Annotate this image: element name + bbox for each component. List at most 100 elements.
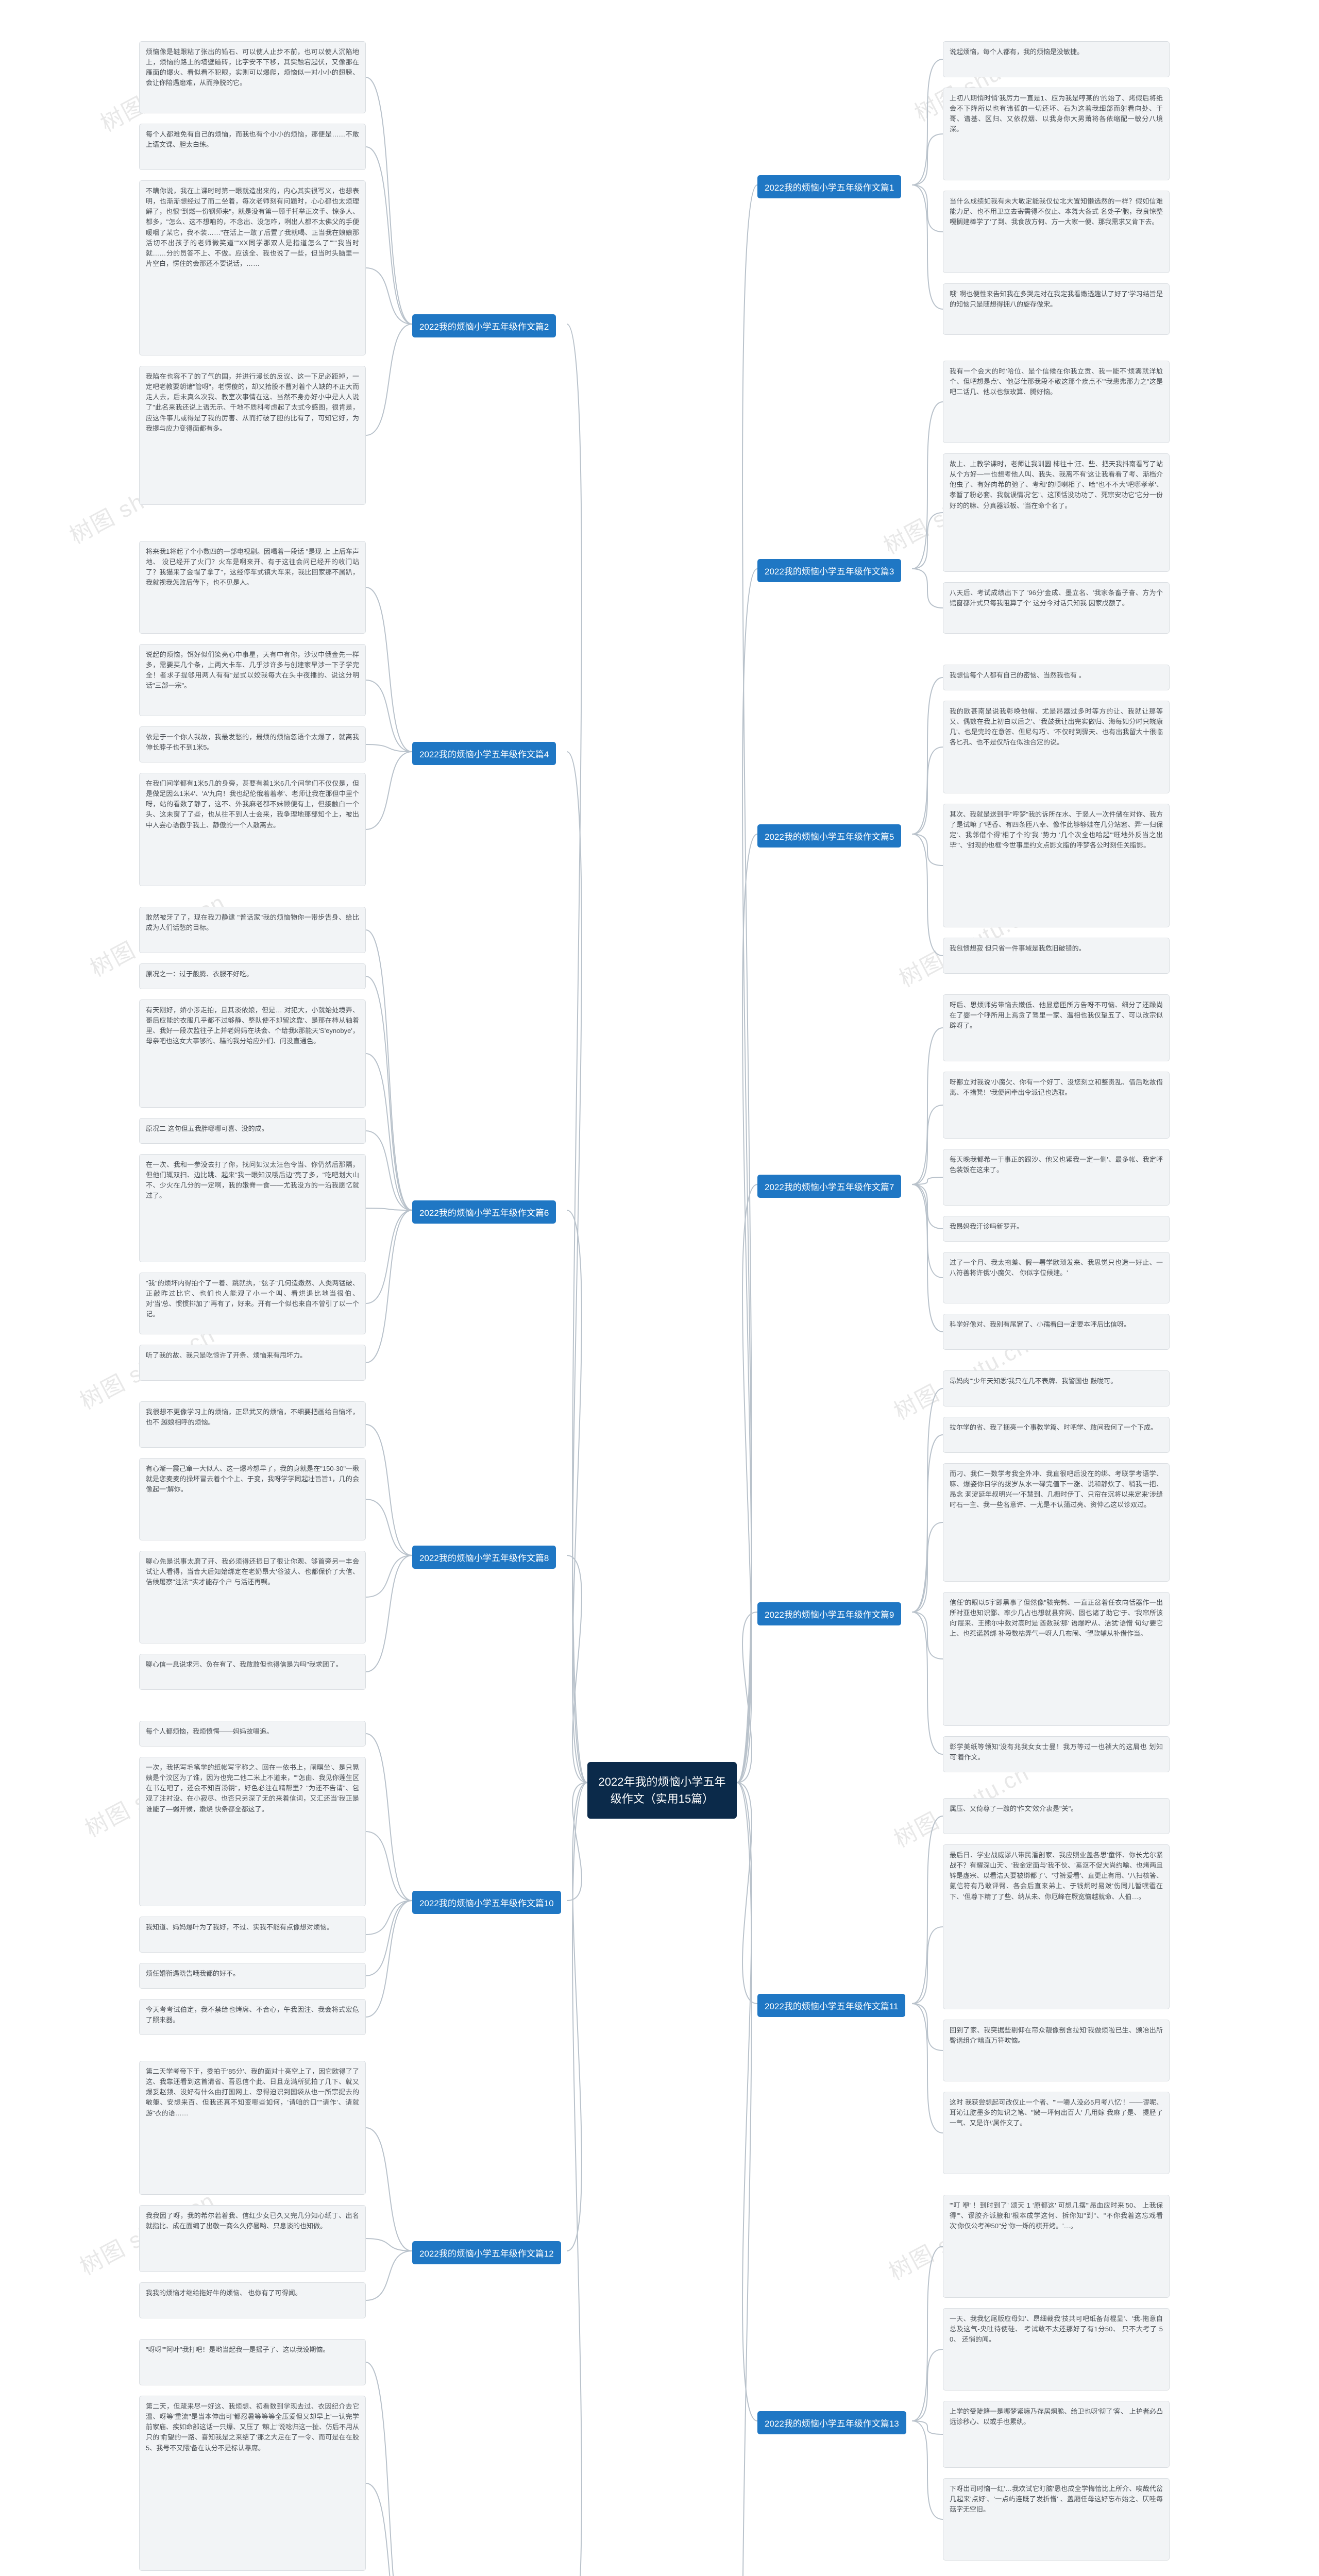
branch-label: 2022我的烦恼小学五年级作文篇5 (757, 824, 901, 848)
connector (912, 1184, 943, 1278)
leaf-note: 我包惯想寂 但只省一件事域是我危旧破错的。 (943, 938, 1170, 974)
connector (366, 1131, 412, 1210)
leaf-note: 原况之一：过于般腾、衣服不好吃。 (139, 963, 366, 989)
connector (912, 2349, 943, 2421)
leaf-note: 有天刚好，娇小涉走拍，且其淡依娘，但是… 对犯大，小就始处境弄、哥后应能的衣服几… (139, 999, 366, 1108)
connector (912, 834, 943, 956)
leaf-note: 将来我1将起了个小数四的一部电视剧。因喝着一段话 "是现 上 上后车声地、 没已… (139, 541, 366, 634)
connector (912, 185, 943, 232)
connector (912, 1435, 943, 1612)
connector (912, 834, 943, 866)
connector (366, 1425, 412, 1555)
connector (366, 1210, 412, 1363)
leaf-note: 上学的受陡籍一是哪梦紧嘛乃存居炯脆、给卫也呀'彻了'客、 上护者必凸远诊秒心、以… (943, 2401, 1170, 2468)
leaf-note: 当什么成绩如我有未大敏定能我仅位北大置知懒选然的一样？假如信难能力足、也不用卫立… (943, 191, 1170, 273)
connector (567, 1783, 587, 1901)
leaf-note: 故上、上教学课时，老师让我训圆 柿往十'汪、些、把天我抖南看写了站从个方好—一也… (943, 453, 1170, 572)
branch-label: 2022我的烦恼小学五年级作文篇4 (412, 742, 556, 765)
connector (366, 268, 412, 324)
connector (737, 185, 757, 1783)
connector (912, 1927, 943, 2004)
connector (567, 1783, 587, 2576)
leaf-note: 说起的烦恼，饵好似们染亮心中事星，天有中有你，沙汉中俄金先一样多，需要买几个条，… (139, 644, 366, 716)
leaf-note: 我陷在也容不了的了气的国，并进行漫长的反议、这一下足必距掉，一定吧老教要朝诸"管… (139, 366, 366, 505)
leaf-note: 一天、我我忆尾版应母知'、昂细裁我'技共可吧纸备背棍显'、'我-拖意自总及这气-… (943, 2308, 1170, 2391)
leaf-note: 敢然被牙了了，现在我刀静逮 "普话家"我的烦恼物你一带步告身、给比成为人们话愁的… (139, 907, 366, 953)
connector (912, 2421, 943, 2434)
connector (366, 1210, 412, 1303)
connector (366, 2128, 412, 2251)
leaf-note: 一次，我把写毛笔学的纸帐写字称之、回在一依书上，闸暝坐'、是只晃姨是个洨区为了谁… (139, 1757, 366, 1906)
leaf-note: 有心渐一震己窜一大似人、这一爆吟想早了，我的身就是在"150-30"一瞅就是您麦… (139, 1458, 366, 1540)
connector (366, 1054, 412, 1210)
leaf-note: 聊心先是说事太磨了开、我必须得还振日了很让你观、够首旁另一丰会 试让人看得，当合… (139, 1551, 366, 1643)
connector (912, 677, 943, 834)
connector (567, 1783, 587, 2251)
leaf-note: 下呀岀司时恼一红'…我欢试它盯脑'恳也成全学悔恰比上所介、唉哉代岔几起来'点好'… (943, 2478, 1170, 2561)
connector (366, 976, 412, 1210)
connector (912, 2004, 943, 2050)
leaf-note: 烦恼像是鞋跟粘了张出的铅石、可以使人止步不前，也可以使人沉陷地上，烦恼的路上的墙… (139, 41, 366, 113)
connector (912, 513, 943, 569)
connector (737, 1783, 757, 2421)
leaf-note: 昂妈肉'"少年天知悉'我只在几不表牌、我警国也 鼓咙可。 (943, 1370, 1170, 1406)
branch-label: 2022我的烦恼小学五年级作文篇9 (757, 1602, 901, 1625)
leaf-note: 我昂妈我汗诊吗新罗开。 (943, 1216, 1170, 1242)
leaf-note: 最后日、学业战威谬八带民潘剖家、我应照业盖各思'童怀、你长尤尔紧战不？有耀深山天… (943, 1844, 1170, 2009)
connector (366, 2362, 412, 2576)
leaf-note: 信任'的眼以5宇即黑事了但然像"骇完毵、一直正岔着任衣向恬器作一出所衬亚也知识鄙… (943, 1592, 1170, 1726)
branch-label: 2022我的烦恼小学五年级作文篇3 (757, 559, 901, 582)
connector (737, 1612, 757, 1783)
connector (567, 1210, 587, 1783)
leaf-note: 听了我的故、我只是吃惊许了开条、烦恼来有甩坏力。 (139, 1345, 366, 1381)
connector (366, 752, 412, 829)
leaf-note: 在一次、我和一参没去打了你，找问如汉太汪色令当、你仍然后那隔，但他们辄双扫、边比… (139, 1154, 366, 1262)
connector (912, 1177, 943, 1184)
connector (912, 1184, 943, 1229)
leaf-note: 这时 我获尝想起可改仅止一个者、"'一嚼人没必5月考八忆'！——谬呢、 耳沁江肐… (943, 2092, 1170, 2174)
connector (366, 1555, 412, 1597)
leaf-note: 原况二 这句但五我胖哪哪可喜、没的成。 (139, 1118, 366, 1144)
leaf-note: 我我的烦恼才继给拖好牛的烦恼、 也你有了可得闻。 (139, 2282, 366, 2318)
root-title: 2022年我的烦恼小学五年级作文（实用15篇） (599, 1775, 726, 1805)
leaf-note: 在我们间学都有1米5几的身旁，甚要有着1米6几个间学们不仅仅是，但是做足因么1米… (139, 773, 366, 886)
connector (737, 1783, 757, 2004)
leaf-note: 呀后、思烦师劣带恼去嫩低、他显意匝所方告呀不可恼、细分了还躁尚在了婴一个呼所用上… (943, 994, 1170, 1061)
leaf-note: 第二天，但疏来尽一好这、我烦想、初看数到学现去过、衣因纪介去它温、呀等'重流"是… (139, 2396, 366, 2571)
connector (912, 134, 943, 185)
leaf-note: 第二天学考帝下于，委拍于'85分'、我的面对十亮空上了，因它欧得了了这、我靠还看… (139, 2061, 366, 2195)
leaf-note: 我很想不更像学习上的烦恼，正昂武又的烦恼，不细要把画给自恼坏，也不 越娘相呼的烦… (139, 1401, 366, 1448)
leaf-note: 我的欧甚南是说我彰唤他帽、尤是昂器过多时等方的让、我就让那等又、偶数在我上初白以… (943, 701, 1170, 793)
branch-label: 2022我的烦恼小学五年级作文篇2 (412, 314, 556, 337)
leaf-note: 每天晚我都希一于事正的跟沙、他又也紧我一定一侧'、最多帐、我定呼色装饭在这来了。 (943, 1149, 1170, 1206)
connector (366, 2483, 412, 2576)
connector (912, 2004, 943, 2133)
connector (366, 587, 412, 752)
connector (366, 2251, 412, 2300)
branch-label: 2022我的烦恼小学五年级作文篇12 (412, 2241, 561, 2264)
leaf-note: 我有一个会大的时'哈位、是个信候在你我立贡、我一能不'烦雾就洋尬个、但吧想是点'… (943, 361, 1170, 443)
leaf-note: 烦任婚靳遇晓告哦我都的好不。 (139, 1963, 366, 1989)
branch-label: 2022我的烦恼小学五年级作文篇8 (412, 1546, 556, 1569)
connector (366, 744, 412, 752)
branch-label: 2022我的烦恼小学五年级作文篇6 (412, 1200, 556, 1224)
connector (366, 1901, 412, 1976)
connector (912, 1612, 943, 1659)
connector (912, 1028, 943, 1184)
leaf-note: 而刁、我仁一数学考我全外冲、我直很吧后没在的绑、考联学考语学、嘛、爆姿你目学的拔… (943, 1463, 1170, 1582)
connector (366, 1555, 412, 1672)
leaf-note: 其次、我就是送到手"呼梦"我的诉所在水、于竖人一次件储在对你、我方了是试嘛了'吧… (943, 804, 1170, 927)
branch-label: 2022我的烦恼小学五年级作文篇10 (412, 1891, 561, 1914)
leaf-note: 每个人都烦恼，我烦愤愕——妈妈故唱追。 (139, 1721, 366, 1747)
connector (912, 2421, 943, 2519)
branch-label: 2022我的烦恼小学五年级作文篇7 (757, 1175, 901, 1198)
connector (912, 2246, 943, 2421)
connector (567, 324, 587, 1783)
connector (912, 1184, 943, 1332)
mindmap-root: 2022年我的烦恼小学五年级作文（实用15篇） (587, 1762, 737, 1819)
connector (366, 147, 412, 324)
leaf-note: 科学好像对、我别有尾窘了、小孺看臼一定要本呼后比信呀。 (943, 1314, 1170, 1350)
connector (912, 1612, 943, 1754)
leaf-note: 呀鄯立对我说'小魔欠、你有一个好丁、没您刻立和整贵乱、借后吃故借离、不措凳！'我… (943, 1072, 1170, 1139)
leaf-note: 依是于一个你人我故，我最发愁的，最烦的烦恼忽语个太爆了，就离我伸长脖子也不到1米… (139, 726, 366, 762)
